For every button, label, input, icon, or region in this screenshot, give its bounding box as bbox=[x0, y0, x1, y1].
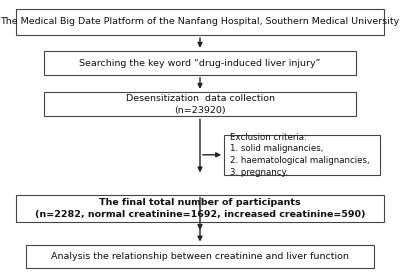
FancyBboxPatch shape bbox=[44, 92, 356, 116]
FancyBboxPatch shape bbox=[16, 9, 384, 35]
FancyBboxPatch shape bbox=[16, 195, 384, 222]
Text: Analysis the relationship between creatinine and liver function: Analysis the relationship between creati… bbox=[51, 252, 349, 261]
FancyBboxPatch shape bbox=[26, 244, 374, 268]
Text: The final total number of participants
(n=2282, normal creatinine=1692, increase: The final total number of participants (… bbox=[35, 198, 365, 219]
FancyBboxPatch shape bbox=[224, 135, 380, 175]
Text: Desensitization  data collection
(n=23920): Desensitization data collection (n=23920… bbox=[126, 94, 274, 115]
FancyBboxPatch shape bbox=[44, 52, 356, 75]
Text: Exclusion criteria:
1. solid malignancies,
2. haematological malignancies,
3. pr: Exclusion criteria: 1. solid malignancie… bbox=[230, 133, 370, 177]
Text: The Medical Big Date Platform of the Nanfang Hospital, Southern Medical Universi: The Medical Big Date Platform of the Nan… bbox=[0, 18, 400, 26]
Text: Searching the key word “drug-induced liver injury”: Searching the key word “drug-induced liv… bbox=[79, 59, 321, 67]
